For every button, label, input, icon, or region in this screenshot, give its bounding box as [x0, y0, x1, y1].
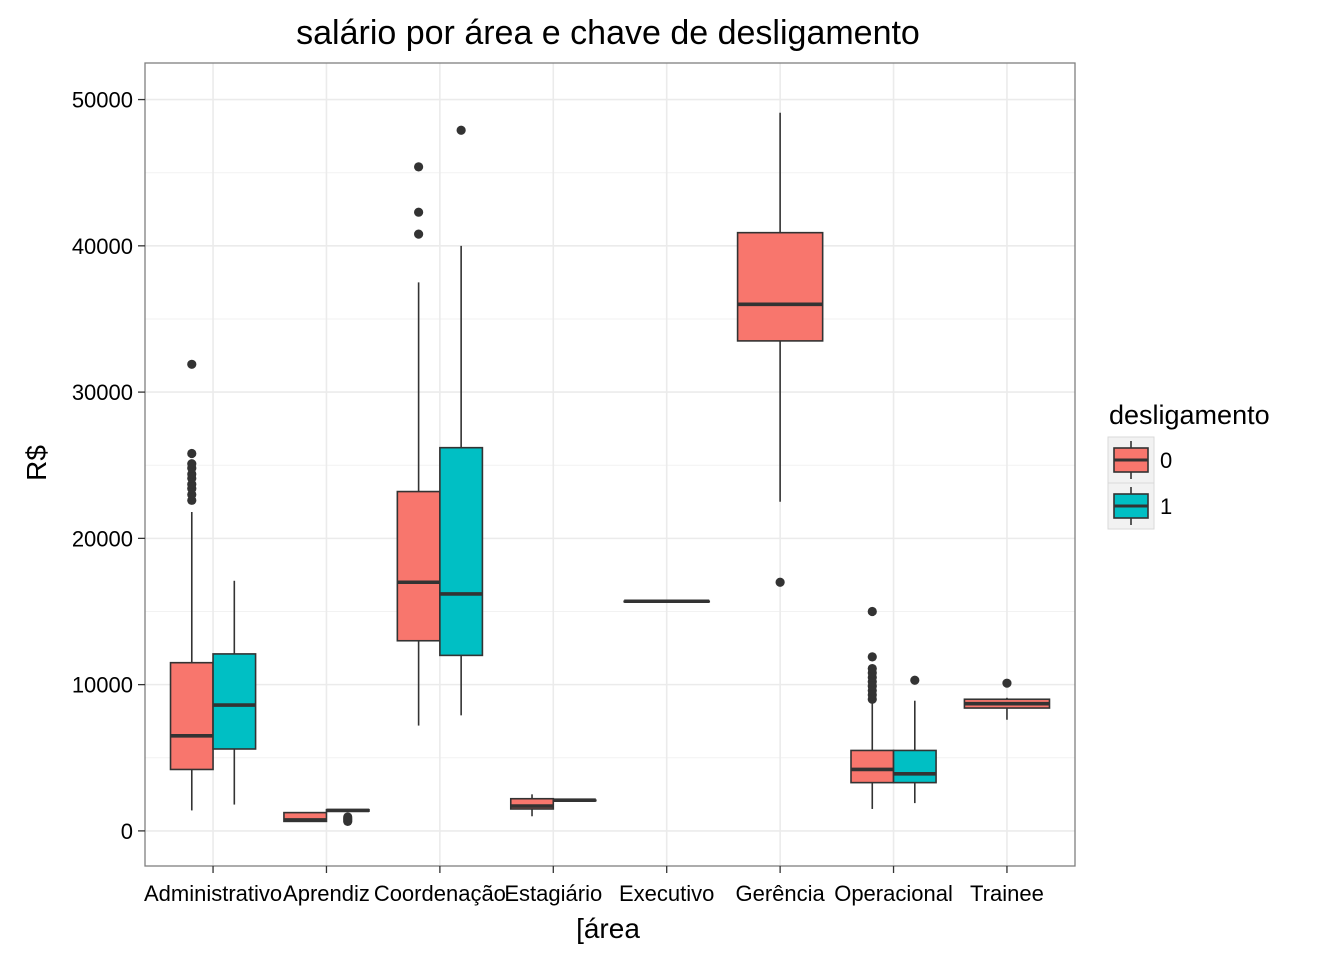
outlier-point	[775, 577, 785, 587]
legend-label: 0	[1160, 448, 1172, 473]
box-Aprendiz-1	[325, 808, 370, 826]
box-rect	[396, 490, 441, 642]
box-rect	[850, 749, 895, 784]
y-tick-label: 10000	[72, 673, 133, 698]
box-Estagiário-0	[509, 794, 555, 817]
box-rect	[169, 661, 214, 771]
y-tick-label: 0	[121, 819, 133, 844]
outlier-point	[1002, 678, 1012, 688]
outlier-point	[414, 229, 424, 239]
y-tick-label: 40000	[72, 234, 133, 259]
box-rect	[736, 231, 824, 342]
x-axis: Administrativo Aprendiz CoordenaçãoEstagiá…	[144, 866, 1044, 906]
y-tick-label: 50000	[72, 88, 133, 113]
box-Trainee-0	[963, 678, 1051, 720]
outlier-point	[343, 812, 353, 822]
outlier-point	[187, 448, 197, 459]
outlier-point	[456, 125, 466, 135]
box-Gerência-0	[736, 112, 824, 587]
box-rect	[439, 446, 484, 657]
x-tick-label: Gerência	[735, 881, 825, 906]
box-series	[169, 112, 1051, 826]
outlier-point	[187, 359, 197, 369]
chart-title: salário por área e chave de desligamento	[296, 14, 920, 52]
outlier-point	[867, 606, 877, 617]
box-Coordenação-1	[439, 125, 484, 716]
outlier-point	[414, 207, 424, 217]
legend-label: 1	[1160, 494, 1172, 519]
x-tick-label: Administrativo	[144, 881, 282, 906]
box-Executivo-0	[623, 599, 711, 604]
x-tick-label: Estagiário	[504, 881, 602, 906]
outlier-point	[414, 162, 424, 172]
box-Operacional-1	[892, 675, 937, 804]
x-tick-label: Coordenação	[374, 881, 506, 906]
outlier-point	[910, 675, 920, 685]
outlier-point	[867, 652, 877, 662]
outlier-point	[867, 663, 877, 674]
box-rect	[509, 797, 555, 810]
box-Aprendiz-0	[283, 811, 328, 823]
legend: desligamento 0 1	[1107, 400, 1270, 530]
y-tick-label: 30000	[72, 380, 133, 405]
box-rect	[212, 653, 257, 750]
box-rect	[892, 749, 937, 784]
legend-key-0: 0	[1107, 436, 1172, 484]
y-tick-label: 20000	[72, 526, 133, 551]
box-Coordenação-0	[396, 162, 441, 726]
plot-border	[144, 62, 1076, 867]
x-tick-label: Trainee	[970, 881, 1044, 906]
x-tick-label: Aprendiz	[283, 881, 370, 906]
x-axis-title: [área	[576, 913, 640, 944]
x-tick-label: Executivo	[619, 881, 714, 906]
x-tick-label: Operacional	[834, 881, 953, 906]
legend-key-1: 1	[1107, 482, 1172, 530]
legend-title: desligamento	[1109, 400, 1270, 430]
y-axis: 0 10000 20000 30000 40000 50000	[72, 88, 145, 844]
plot-panel	[145, 63, 1075, 866]
box-Administrativo-1	[212, 580, 257, 805]
outlier-point	[187, 459, 197, 469]
y-axis-title: R$	[21, 445, 52, 481]
box-Operacional-0	[850, 606, 895, 809]
box-Estagiário-1	[552, 798, 597, 802]
